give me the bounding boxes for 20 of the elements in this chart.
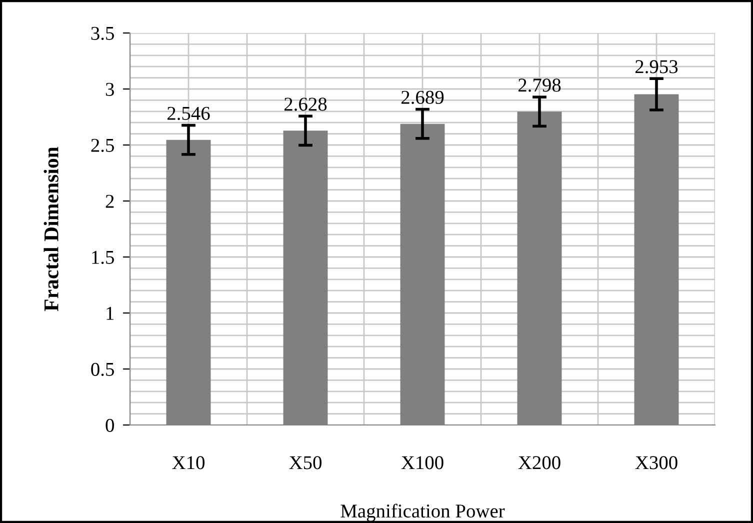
x-tick-label: X10	[172, 456, 204, 470]
y-tick-label: 0	[106, 418, 114, 432]
x-tick-label: X100	[401, 456, 444, 470]
x-tick-label: X300	[635, 456, 678, 470]
x-tick-label: X50	[289, 456, 322, 470]
x-axis-title: Magnification Power	[340, 504, 505, 522]
y-axis-title: Fractal Dimension	[44, 146, 58, 312]
y-tick-label: 3.5	[91, 26, 114, 40]
data-label: 2.953	[635, 60, 678, 74]
y-tick-label: 3	[106, 82, 114, 96]
data-label: 2.689	[401, 90, 444, 104]
y-tick-label: 0.5	[91, 362, 114, 376]
y-tick-label: 1	[106, 306, 114, 320]
data-label: 2.546	[167, 106, 210, 120]
x-tick-label: X200	[518, 456, 560, 470]
y-tick-label: 2	[106, 194, 114, 208]
y-tick-label: 1.5	[92, 250, 114, 264]
data-label: 2.628	[284, 98, 327, 111]
data-label: 2.798	[518, 78, 561, 92]
y-tick-label: 2.5	[91, 138, 114, 152]
